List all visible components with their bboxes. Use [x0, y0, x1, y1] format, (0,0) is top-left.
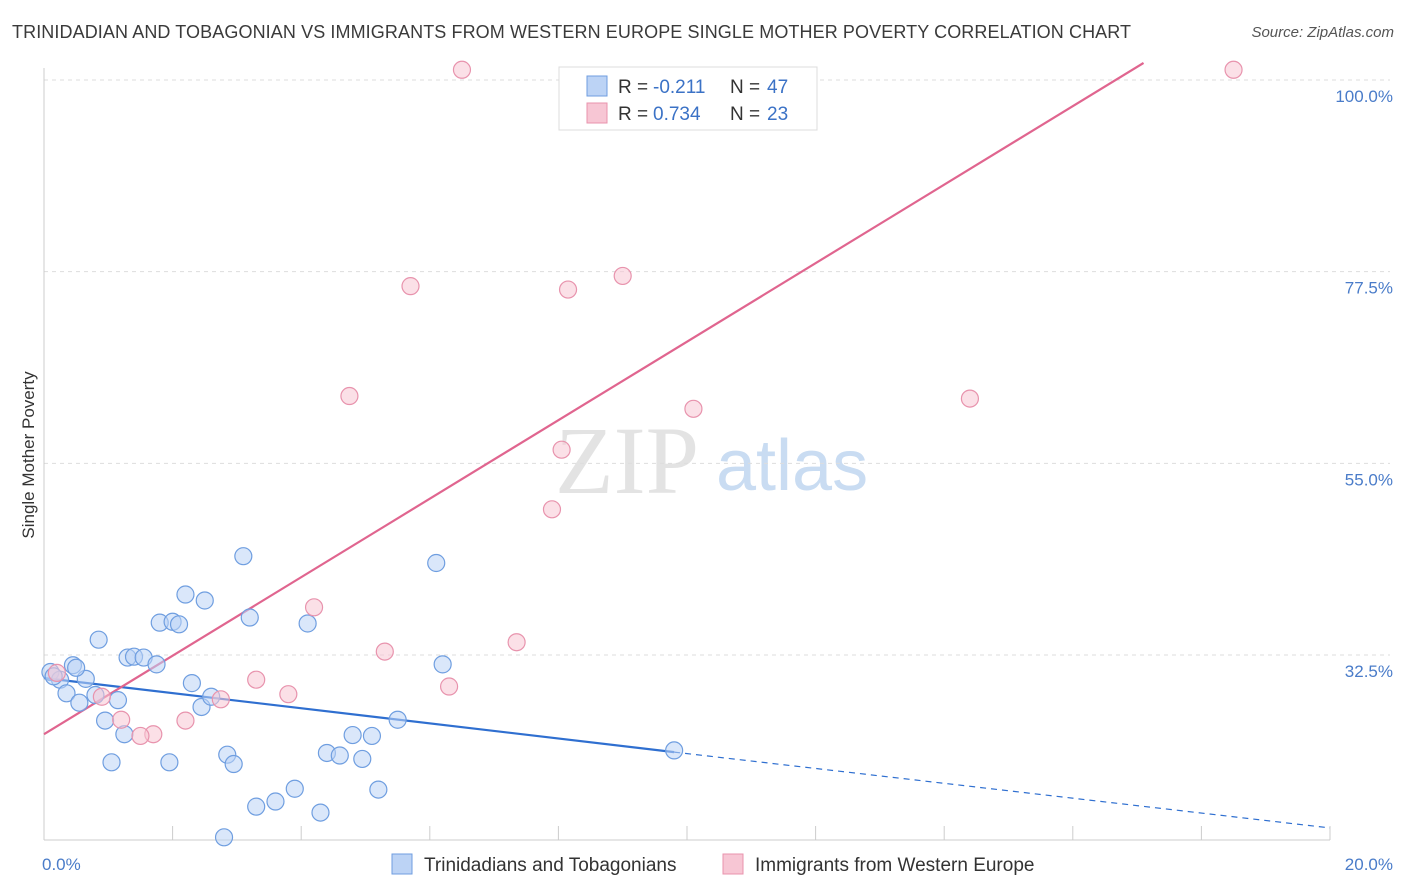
- y-tick-label-0: 32.5%: [1345, 662, 1393, 681]
- point-blue-23: [195, 591, 214, 610]
- point-blue-19: [169, 615, 189, 634]
- axes: [43, 68, 1331, 841]
- trend-lines: [43, 62, 1331, 829]
- trend-line-blue-extension: [674, 751, 1331, 829]
- legend-r-value-1: -0.211: [653, 77, 705, 98]
- point-pink-20: [1224, 60, 1243, 79]
- point-blue-9: [102, 753, 121, 772]
- point-pink-14: [542, 500, 562, 519]
- point-pink-10: [401, 277, 420, 296]
- point-blue-44: [665, 741, 684, 760]
- point-blue-33: [298, 614, 317, 633]
- bottom-legend-swatch-blue: [391, 853, 413, 875]
- point-blue-20: [176, 585, 195, 604]
- point-pink-12: [452, 60, 472, 79]
- y-tick-label-1: 55.0%: [1345, 470, 1393, 489]
- legend-r-label-1: R =: [618, 77, 648, 98]
- point-blue-25: [214, 828, 234, 847]
- tick-labels: 32.5% 55.0% 77.5% 100.0% 0.0% 20.0%: [42, 87, 1393, 874]
- point-blue-7: [89, 630, 108, 649]
- point-blue-8: [95, 711, 115, 730]
- y-tick-label-3: 100.0%: [1335, 87, 1393, 106]
- point-pink-3: [176, 711, 195, 730]
- watermark-zip: ZIP: [555, 407, 699, 514]
- source-credit: Source: ZipAtlas.com: [1251, 24, 1394, 41]
- point-blue-27: [224, 754, 243, 774]
- point-pink-17: [613, 266, 632, 286]
- point-pink-5: [247, 670, 266, 689]
- correlation-legend: R = -0.211 N = 47 R = 0.734 N = 23: [558, 66, 818, 131]
- series-blue-points: [41, 547, 684, 847]
- point-pink-0: [47, 663, 66, 682]
- point-blue-28: [234, 547, 253, 566]
- point-blue-39: [362, 726, 382, 746]
- point-blue-37: [343, 725, 362, 745]
- legend-n-value-1: 47: [767, 77, 788, 98]
- point-blue-30: [247, 797, 266, 816]
- point-blue-31: [266, 792, 285, 811]
- point-blue-17: [160, 753, 179, 772]
- point-pink-22: [131, 726, 150, 746]
- x-tick-label-0: 0.0%: [42, 855, 81, 874]
- series-legend: Trinidadians and Tobagonians Immigrants …: [391, 853, 1034, 876]
- legend-swatch-blue: [586, 75, 608, 97]
- x-tick-label-1: 20.0%: [1345, 855, 1393, 874]
- point-pink-21: [92, 687, 111, 706]
- bottom-legend-label-pink: Immigrants from Western Europe: [755, 855, 1034, 876]
- legend-swatch-pink: [586, 102, 608, 124]
- grid-lines: [44, 79, 1390, 656]
- trend-line-blue: [43, 676, 675, 754]
- point-pink-13: [507, 633, 526, 652]
- point-pink-11: [439, 677, 459, 696]
- point-blue-2: [57, 684, 76, 703]
- point-blue-40: [369, 780, 388, 799]
- point-blue-29: [240, 608, 259, 627]
- data-points: [41, 60, 1243, 847]
- point-pink-15: [552, 440, 571, 459]
- point-pink-18: [684, 399, 703, 418]
- point-pink-4: [211, 690, 230, 709]
- watermark-atlas: atlas: [716, 426, 868, 506]
- legend-r-value-2: 0.734: [653, 104, 701, 125]
- point-pink-6: [279, 685, 298, 704]
- point-pink-16: [558, 280, 578, 299]
- chart-title: TRINIDADIAN AND TOBAGONIAN VS IMMIGRANTS…: [12, 22, 1132, 42]
- legend-n-label-2: N =: [730, 104, 760, 125]
- legend-r-label-2: R =: [618, 104, 648, 125]
- point-pink-9: [375, 642, 394, 661]
- point-blue-21: [182, 674, 201, 693]
- point-pink-7: [304, 598, 324, 617]
- legend-n-label-1: N =: [730, 77, 760, 98]
- point-pink-1: [112, 710, 131, 729]
- trend-line-pink: [43, 62, 1145, 736]
- point-blue-32: [285, 779, 304, 798]
- point-blue-38: [353, 749, 372, 769]
- point-blue-36: [330, 746, 349, 765]
- point-blue-46: [67, 658, 86, 677]
- bottom-legend-swatch-pink: [722, 853, 744, 875]
- point-blue-34: [311, 803, 330, 822]
- y-tick-label-2: 77.5%: [1345, 279, 1393, 298]
- series-pink-points: [47, 60, 1243, 746]
- point-blue-15: [147, 655, 166, 674]
- point-blue-43: [433, 655, 452, 674]
- point-blue-41: [388, 710, 407, 729]
- point-pink-8: [340, 386, 359, 406]
- point-blue-10: [108, 691, 128, 710]
- legend-n-value-2: 23: [767, 104, 788, 125]
- point-pink-19: [960, 389, 980, 408]
- point-blue-4: [70, 693, 89, 712]
- point-blue-42: [427, 553, 446, 573]
- bottom-legend-label-blue: Trinidadians and Tobagonians: [424, 855, 676, 876]
- y-axis-label: Single Mother Poverty: [19, 371, 38, 539]
